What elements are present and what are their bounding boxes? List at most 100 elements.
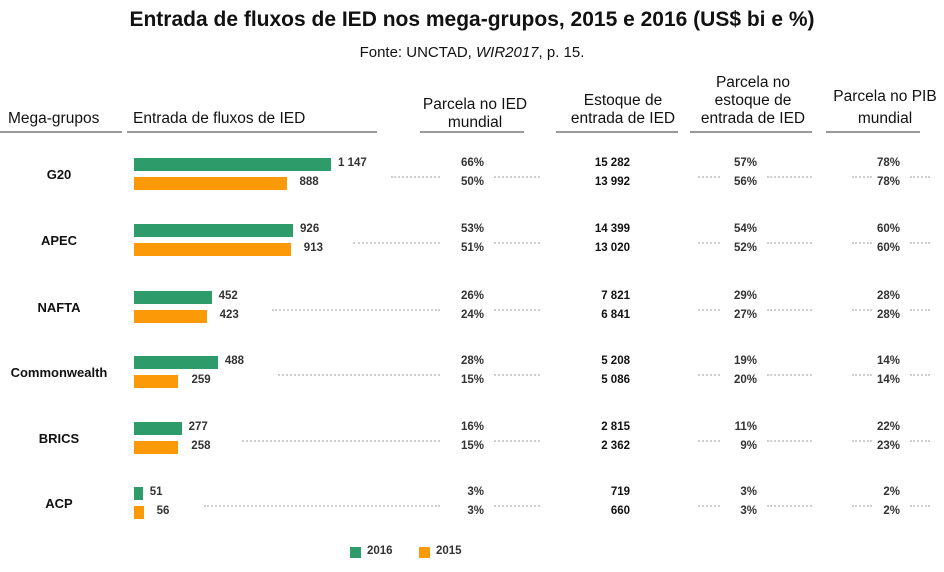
group-label-brics: BRICS xyxy=(38,431,80,446)
share_stock-2016-commonwealth: 19% xyxy=(733,355,757,367)
dots-pre-share-stock-g20 xyxy=(698,176,720,178)
dots-pre-share-gdp-apec xyxy=(852,242,872,244)
value-label-2015-nafta: 423 xyxy=(219,309,239,321)
stock-2015-commonwealth: 5 086 xyxy=(601,374,630,386)
share_world_ied-2015-brics: 15% xyxy=(460,440,484,452)
header-stock-line2: entrada de IED xyxy=(570,110,676,127)
dots-pre-share-stock-apec xyxy=(698,242,720,244)
value-label-2016-g20: 1 147 xyxy=(338,157,367,169)
stock-2015-brics: 2 362 xyxy=(601,440,630,452)
bar-2016-commonwealth xyxy=(134,356,218,369)
stock-2016-acp: 719 xyxy=(610,486,630,498)
dots-share_world_ied-nafta xyxy=(494,309,540,311)
bar-2015-acp xyxy=(134,506,144,519)
header-share-stock: Parcela no estoque de entrada de IED xyxy=(678,74,828,128)
value-label-2016-apec: 926 xyxy=(300,223,320,235)
source-italic: WIR2017 xyxy=(476,44,539,61)
share_world_ied-2015-g20: 50% xyxy=(460,176,484,188)
header-underline-stock xyxy=(556,131,678,133)
share_world_ied-2016-apec: 53% xyxy=(460,223,484,235)
share_gdp-2015-nafta: 28% xyxy=(876,309,900,321)
bar-2016-g20 xyxy=(134,158,331,171)
stock-2016-g20: 15 282 xyxy=(594,157,630,169)
guide-dots-commonwealth xyxy=(277,374,440,376)
dots-share_world_ied-acp xyxy=(494,505,540,507)
dots-share_stock-brics xyxy=(767,440,812,442)
header-share-stock-line2: estoque de xyxy=(714,92,792,109)
share_world_ied-2016-commonwealth: 28% xyxy=(460,355,484,367)
stock-2015-acp: 660 xyxy=(610,505,630,517)
share_world_ied-2015-acp: 3% xyxy=(467,505,484,517)
dots-share_gdp-apec xyxy=(910,242,930,244)
share_stock-2015-apec: 52% xyxy=(733,242,757,254)
group-label-apec: APEC xyxy=(40,233,78,248)
header-underline-share-gdp xyxy=(826,131,920,133)
dots-share_world_ied-commonwealth xyxy=(494,374,540,376)
header-share-gdp-line1: Parcela no PIB xyxy=(833,88,937,105)
value-label-2015-brics: 258 xyxy=(191,440,211,452)
value-label-2015-acp: 56 xyxy=(156,505,170,517)
share_world_ied-2016-nafta: 26% xyxy=(460,290,484,302)
share_gdp-2015-g20: 78% xyxy=(876,176,900,188)
group-label-commonwealth: Commonwealth xyxy=(10,365,108,380)
dots-pre-share-stock-nafta xyxy=(698,309,720,311)
header-share-stock-line3: entrada de IED xyxy=(700,110,806,127)
guide-dots-nafta xyxy=(271,309,440,311)
dots-pre-share-gdp-nafta xyxy=(852,309,872,311)
share_gdp-2015-apec: 60% xyxy=(876,242,900,254)
dots-pre-share-stock-brics xyxy=(698,440,720,442)
dots-pre-share-gdp-commonwealth xyxy=(852,374,872,376)
share_gdp-2015-acp: 2% xyxy=(883,505,900,517)
guide-dots-brics xyxy=(241,440,440,442)
share_gdp-2015-commonwealth: 14% xyxy=(876,374,900,386)
share_stock-2015-commonwealth: 20% xyxy=(733,374,757,386)
header-stock-line1: Estoque de xyxy=(583,92,663,109)
share_stock-2016-g20: 57% xyxy=(733,157,757,169)
header-share-world-line2: mundial xyxy=(447,114,503,131)
share_gdp-2016-g20: 78% xyxy=(876,157,900,169)
header-share-world: Parcela no IED mundial xyxy=(405,96,545,132)
header-underline-flows xyxy=(127,131,377,133)
header-underline-share-stock xyxy=(690,131,812,133)
bar-2015-nafta xyxy=(134,310,207,323)
source-prefix: Fonte: UNCTAD, xyxy=(359,44,476,61)
guide-dots-acp xyxy=(203,505,440,507)
stock-2016-commonwealth: 5 208 xyxy=(601,355,630,367)
dots-share_gdp-brics xyxy=(910,440,930,442)
value-label-2015-apec: 913 xyxy=(303,242,323,254)
dots-share_gdp-g20 xyxy=(910,176,930,178)
source-suffix: , p. 15. xyxy=(538,44,585,61)
bar-2015-apec xyxy=(134,243,291,256)
header-flows: Entrada de fluxos de IED xyxy=(133,110,306,127)
share_stock-2015-g20: 56% xyxy=(733,176,757,188)
dots-share_stock-g20 xyxy=(767,176,812,178)
dots-share_gdp-acp xyxy=(910,505,930,507)
dots-share_stock-apec xyxy=(767,242,812,244)
dots-pre-share-gdp-brics xyxy=(852,440,872,442)
header-share-gdp-line2: mundial xyxy=(857,110,913,127)
source-note: Fonte: UNCTAD, WIR2017, p. 15. xyxy=(0,44,944,61)
legend-swatch-2015 xyxy=(419,547,430,558)
dots-share_world_ied-apec xyxy=(494,242,540,244)
dots-pre-share-gdp-acp xyxy=(852,505,872,507)
bar-2016-brics xyxy=(134,422,182,435)
bar-2016-apec xyxy=(134,224,294,237)
dots-pre-share-stock-commonwealth xyxy=(698,374,720,376)
dots-share_gdp-nafta xyxy=(910,309,930,311)
bar-2016-nafta xyxy=(134,291,212,304)
stock-2015-g20: 13 992 xyxy=(594,176,630,188)
value-label-2016-acp: 51 xyxy=(149,486,163,498)
share_gdp-2016-commonwealth: 14% xyxy=(876,355,900,367)
share_stock-2015-brics: 9% xyxy=(740,440,757,452)
header-underline-share-world xyxy=(420,131,524,133)
group-label-g20: G20 xyxy=(46,167,72,182)
bar-2016-acp xyxy=(134,487,143,500)
share_world_ied-2015-nafta: 24% xyxy=(460,309,484,321)
share_stock-2016-apec: 54% xyxy=(733,223,757,235)
stock-2016-nafta: 7 821 xyxy=(601,290,630,302)
chart-title: Entrada de fluxos de IED nos mega-grupos… xyxy=(129,8,815,31)
dots-share_gdp-commonwealth xyxy=(910,374,930,376)
bar-2015-brics xyxy=(134,441,179,454)
share_world_ied-2016-brics: 16% xyxy=(460,421,484,433)
legend-label-2015: 2015 xyxy=(436,545,462,557)
